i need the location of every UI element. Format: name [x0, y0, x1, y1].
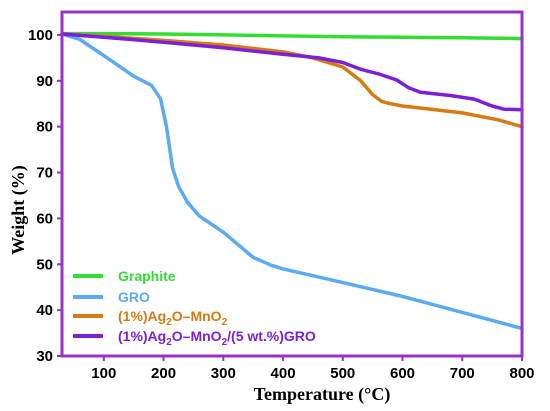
x-tick-label-500: 500 — [330, 365, 355, 382]
x-tick-label-700: 700 — [450, 365, 475, 382]
y-tick-label-50: 50 — [36, 256, 53, 273]
plot-lines — [60, 31, 524, 331]
legend-item-ag2o-mno2: (1%)Ag2O–MnO2 — [73, 308, 228, 328]
legend-item-ag2o-mno2-gro: (1%)Ag2O–MnO2/(5 wt.%)GRO — [73, 328, 316, 348]
y-tick-label-70: 70 — [36, 165, 53, 182]
series-line-2 — [60, 32, 524, 129]
legend-label-graphite: Graphite — [118, 268, 176, 284]
legend-label-gro: GRO — [118, 289, 150, 305]
series-line-1 — [60, 32, 524, 331]
legend-item-gro: GRO — [73, 289, 150, 305]
series-line-3 — [60, 32, 524, 112]
series-line-0 — [60, 31, 524, 41]
y-tick-label-40: 40 — [36, 302, 53, 319]
x-tick-label-100: 100 — [91, 365, 116, 382]
y-tick-label-30: 30 — [36, 348, 53, 365]
legend-item-graphite: Graphite — [73, 268, 176, 284]
y-tick-label-100: 100 — [28, 27, 53, 44]
y-tick-label-80: 80 — [36, 119, 53, 136]
legend-label-ag2o-mno2-gro: (1%)Ag2O–MnO2/(5 wt.%)GRO — [118, 328, 316, 348]
legend-label-ag2o-mno2: (1%)Ag2O–MnO2 — [118, 308, 228, 328]
x-tick-label-300: 300 — [211, 365, 236, 382]
y-tick-label-90: 90 — [36, 73, 53, 90]
x-tick-label-400: 400 — [271, 365, 296, 382]
x-tick-label-600: 600 — [390, 365, 415, 382]
x-tick-label-800: 800 — [509, 365, 534, 382]
axis-ticks: 100 200 300 400 500 600 700 800 30 40 50 60 70 80 90 10… — [28, 27, 535, 382]
legend: Graphite GRO (1%)Ag2O–MnO2 (1%)Ag2O–MnO2… — [73, 268, 316, 348]
y-tick-label-60: 60 — [36, 210, 53, 227]
x-tick-label-200: 200 — [151, 365, 176, 382]
plot-frame — [60, 10, 524, 358]
y-axis-title: Weight (%) — [8, 165, 29, 255]
x-axis-title: Temperature (°C) — [254, 384, 391, 405]
